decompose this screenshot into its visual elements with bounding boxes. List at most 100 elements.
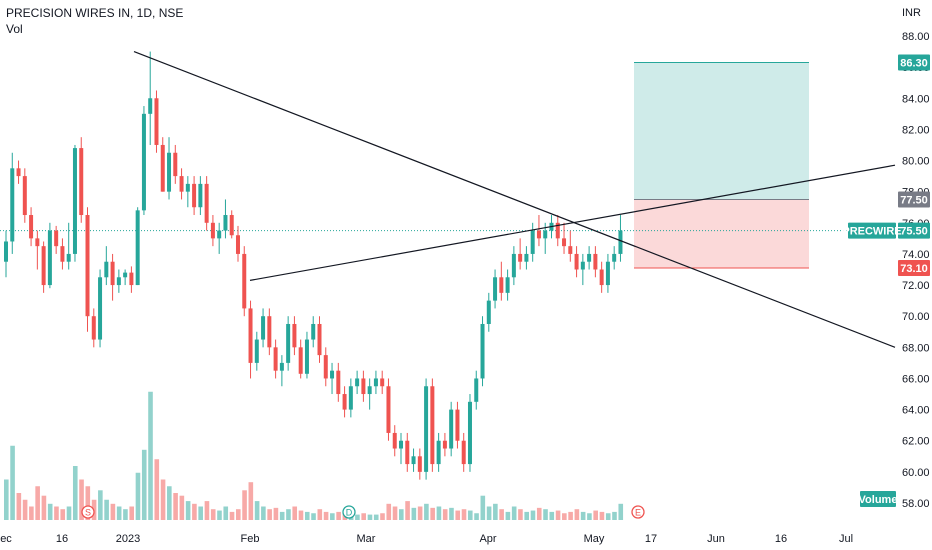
volume-bar xyxy=(424,503,429,520)
volume-bar xyxy=(355,514,360,520)
volume-bar xyxy=(568,511,573,520)
candle-body xyxy=(455,409,460,441)
volume-bar xyxy=(16,493,22,520)
volume-bar xyxy=(587,513,592,520)
volume-bar xyxy=(442,509,448,520)
volume-bar xyxy=(47,503,53,520)
candle-body xyxy=(242,253,247,309)
candle-body xyxy=(10,168,15,242)
candle-body xyxy=(35,238,40,247)
volume-bar xyxy=(405,501,410,520)
candle-body xyxy=(98,277,103,340)
x-tick-label: Jul xyxy=(839,533,853,545)
candle-body xyxy=(336,370,341,395)
x-tick-label: 16 xyxy=(56,533,68,545)
volume-bar xyxy=(72,466,78,520)
candle-body xyxy=(392,432,397,449)
volume-bar xyxy=(267,509,272,520)
candle-body xyxy=(185,183,190,192)
candle-body xyxy=(486,300,491,324)
symbol-tag-text: PRECWIRE xyxy=(842,226,901,238)
candle-body xyxy=(141,113,146,211)
x-tick-label: Feb xyxy=(241,533,260,545)
volume-bar xyxy=(141,449,147,520)
trendline-down xyxy=(133,51,896,348)
volume-bar xyxy=(555,510,561,520)
candle-body xyxy=(505,277,510,293)
candle-body xyxy=(135,210,140,286)
volume-bar xyxy=(173,493,178,520)
candle-body xyxy=(499,277,504,293)
candle-body xyxy=(587,253,592,262)
candle-body xyxy=(599,269,604,286)
candle-body xyxy=(22,176,27,216)
volume-bar xyxy=(386,503,392,520)
volume-bar xyxy=(530,510,536,520)
volume-bar xyxy=(54,506,59,520)
candle-body xyxy=(424,386,429,472)
volume-bar xyxy=(612,511,617,520)
y-tick-label: 88.00 xyxy=(902,31,930,43)
event-marker-icon xyxy=(81,505,95,519)
volume-bar xyxy=(461,509,467,520)
candle-body xyxy=(116,277,121,286)
volume-bar xyxy=(549,511,555,520)
candle-body xyxy=(605,261,610,286)
candle-body xyxy=(367,386,372,395)
volume-bar xyxy=(135,472,141,520)
volume-bar xyxy=(22,499,28,520)
candle-body xyxy=(417,456,422,472)
volume-bar xyxy=(505,511,511,520)
x-tick-label: May xyxy=(584,533,605,545)
volume-bar xyxy=(273,507,279,520)
candle-body xyxy=(430,386,435,465)
candle-body xyxy=(361,378,366,395)
volume-bar xyxy=(618,503,624,520)
candle-body xyxy=(179,176,184,192)
candle-body xyxy=(148,98,153,114)
volume-bar xyxy=(41,495,47,520)
x-tick-label: Jun xyxy=(707,533,725,545)
volume-bar xyxy=(29,506,34,520)
candle-body xyxy=(204,183,209,223)
volume-bar xyxy=(524,511,530,520)
volume-bar xyxy=(511,506,517,520)
volume-bar xyxy=(518,509,523,520)
candle-body xyxy=(173,152,178,177)
volume-bar xyxy=(449,507,454,520)
y-tick-label: 70.00 xyxy=(902,311,930,323)
candle-body xyxy=(192,183,197,208)
stop-zone xyxy=(634,199,809,268)
volume-tag xyxy=(860,491,896,507)
candle-body xyxy=(342,394,347,410)
candle-body xyxy=(229,215,234,236)
volume-bar xyxy=(4,479,9,520)
candle-body xyxy=(399,440,404,449)
volume-bar xyxy=(66,506,72,520)
candle-body xyxy=(292,323,297,348)
price-tag xyxy=(898,54,930,71)
volume-bar xyxy=(455,510,461,520)
candle-body xyxy=(618,230,623,254)
x-tick-label: 16 xyxy=(775,533,787,545)
candle-body xyxy=(298,347,303,374)
volume-bar xyxy=(185,501,191,520)
candle-body xyxy=(436,440,441,465)
x-tick-label: 2023 xyxy=(116,533,140,545)
candle-body xyxy=(574,253,579,270)
candle-body xyxy=(85,215,90,317)
volume-bar xyxy=(242,490,247,520)
volume-bar xyxy=(536,507,542,520)
y-tick-label: 58.00 xyxy=(902,498,930,510)
candle-body xyxy=(323,355,328,379)
volume-bar xyxy=(543,509,548,520)
candle-body xyxy=(304,339,309,374)
volume-bar xyxy=(486,506,492,520)
price-tag xyxy=(898,259,930,276)
candle-body xyxy=(474,378,479,402)
trendline-up xyxy=(249,164,896,281)
volume-bar xyxy=(298,510,304,520)
volume-bar xyxy=(599,511,605,520)
volume-tag-text: Volume xyxy=(859,494,898,506)
